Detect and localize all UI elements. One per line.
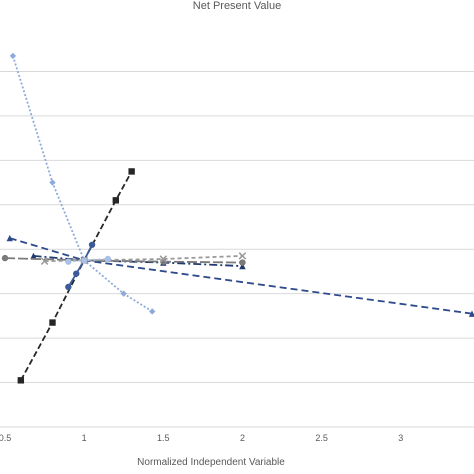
data-point [159,255,168,263]
series-2 [9,52,156,315]
x-axis-label: Normalized Independent Variable [137,457,285,468]
data-point [73,270,80,277]
x-tick-label: 0.5 [0,433,11,443]
data-point [88,241,96,248]
data-point [238,252,247,260]
series-line [44,254,243,263]
data-point [49,179,56,186]
x-tick-label: 1.5 [157,433,170,443]
data-point [65,283,72,291]
data-point [9,52,17,60]
data-point [30,252,37,260]
data-point [40,257,49,265]
series-8 [65,255,112,265]
data-point [104,255,112,263]
data-point [239,259,246,266]
data-point [128,168,135,175]
series-line [67,244,93,288]
series-line [12,55,153,313]
data-point [239,262,246,270]
data-point [1,254,9,262]
data-point [17,377,25,384]
data-point [80,257,88,264]
data-point [65,258,72,265]
data-point [6,234,13,242]
data-point [120,290,127,297]
x-tick-label: 2 [240,433,245,443]
x-tick-labels: 0.5 1 1.5 2 2.5 3 [0,433,403,443]
data-point [468,310,474,317]
data-point [149,308,156,315]
series-group [1,52,474,384]
x-tick-label: 3 [398,433,403,443]
data-point [112,197,120,204]
x-tick-label: 1 [82,433,87,443]
x-tick-label: 2.5 [315,433,328,443]
chart-title: Net Present Value [193,0,281,12]
data-point [49,319,56,326]
series-line [4,257,243,264]
gridlines [0,70,474,428]
